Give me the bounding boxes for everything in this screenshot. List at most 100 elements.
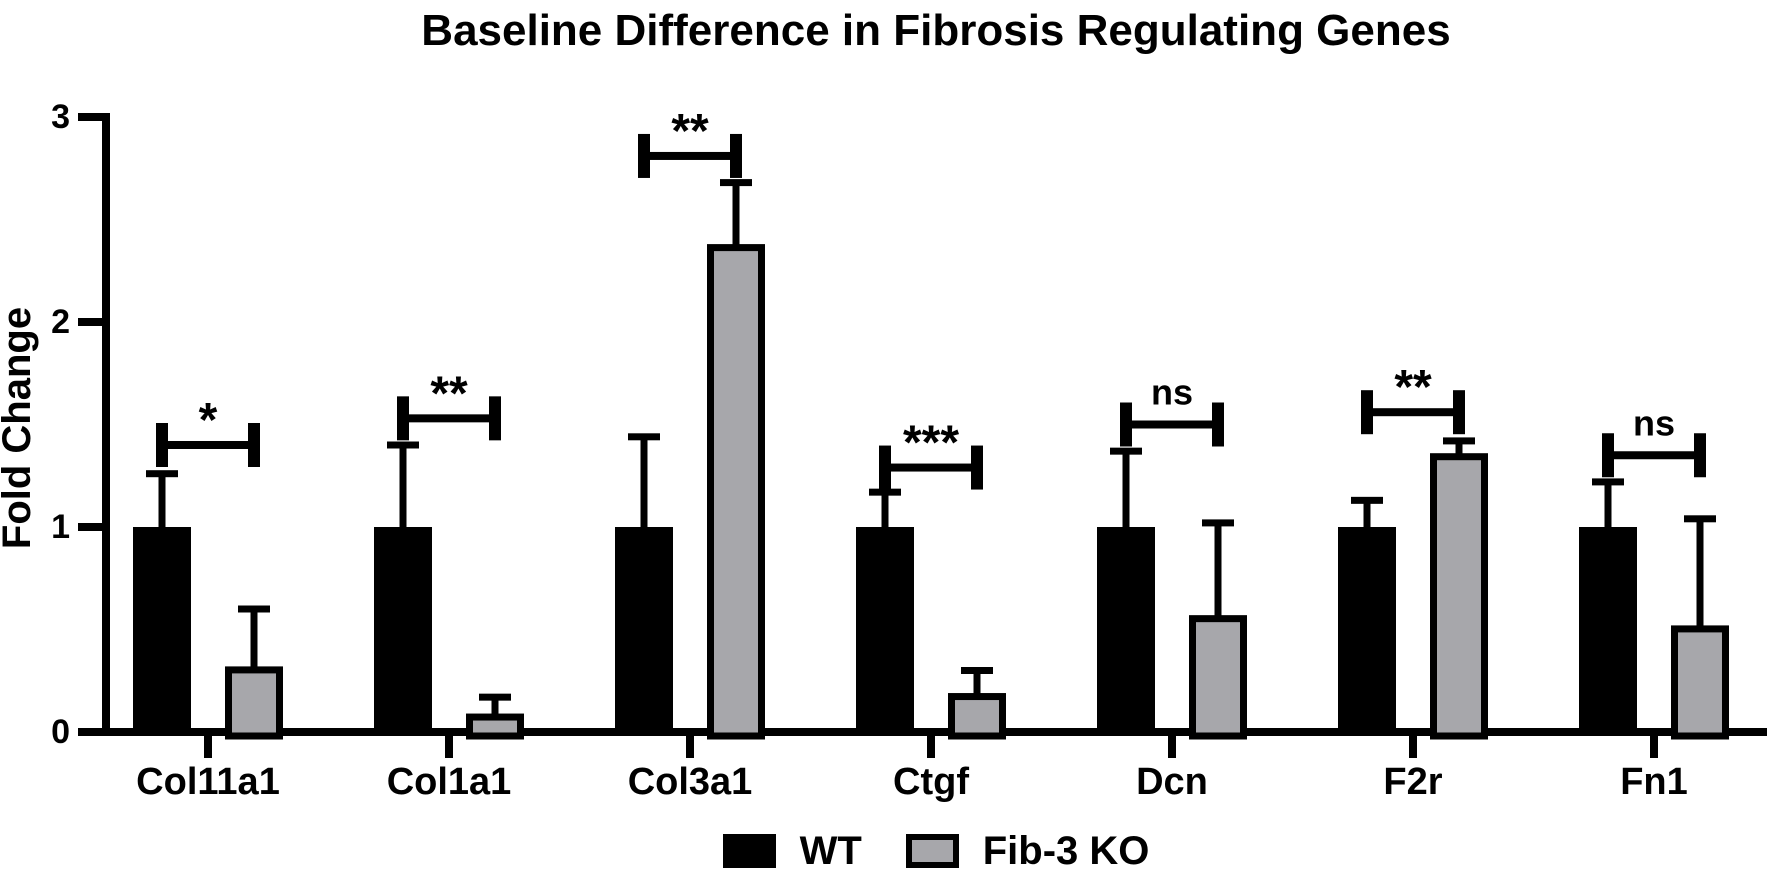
category-label: Col11a1	[136, 761, 280, 803]
category-label: Ctgf	[893, 761, 969, 803]
bar-wt-Dcn	[1097, 527, 1155, 736]
bar-ko-Col1a1	[466, 713, 524, 740]
sig-label-Col11a1: *	[199, 394, 218, 447]
sig-bracket-Fn1	[1608, 451, 1700, 460]
sig-label-F2r: **	[1394, 361, 1432, 414]
category-label: Col1a1	[387, 761, 512, 803]
sig-bracket-cap-left-Ctgf	[879, 445, 891, 490]
x-tick	[1650, 736, 1658, 758]
sig-bracket-cap-right-Col3a1	[730, 133, 742, 178]
sig-bracket-F2r	[1367, 408, 1459, 417]
bar-wt-Col1a1	[374, 527, 432, 736]
sig-bracket-cap-left-F2r	[1361, 390, 1373, 435]
error-cap-ko-Col3a1	[720, 179, 752, 187]
chart-title: Baseline Difference in Fibrosis Regulati…	[421, 6, 1451, 55]
error-cap-wt-Ctgf	[869, 488, 901, 496]
error-bar-ko-Col1a1	[491, 697, 499, 718]
category-label: Dcn	[1136, 761, 1208, 803]
bar-ko-Col3a1	[707, 244, 765, 740]
error-cap-ko-F2r	[1443, 437, 1475, 445]
y-axis-title: Fold Change	[0, 307, 39, 549]
sig-bracket-cap-left-Col1a1	[397, 396, 409, 441]
sig-bracket-Ctgf	[885, 463, 977, 472]
error-bar-wt-Fn1	[1604, 481, 1612, 529]
error-bar-ko-F2r	[1455, 440, 1463, 458]
y-tick	[78, 113, 102, 121]
sig-label-Fn1: ns	[1633, 402, 1675, 443]
error-cap-ko-Fn1	[1684, 515, 1716, 523]
error-cap-wt-Dcn	[1110, 447, 1142, 455]
sig-bracket-Col11a1	[162, 441, 254, 449]
sig-bracket-cap-right-Dcn	[1212, 402, 1224, 447]
x-tick	[1168, 736, 1176, 758]
error-bar-wt-Col1a1	[399, 445, 407, 529]
bar-wt-Col3a1	[615, 527, 673, 736]
y-tick-label: 2	[51, 303, 70, 341]
y-tick	[78, 318, 102, 326]
bar-ko-Col11a1	[225, 666, 283, 740]
category-label: Col3a1	[628, 761, 753, 803]
y-tick	[78, 728, 102, 736]
legend-entry-ko: Fib-3 KO	[905, 829, 1150, 871]
sig-label-Dcn: ns	[1151, 372, 1193, 413]
sig-bracket-cap-left-Col11a1	[156, 423, 168, 467]
x-tick	[686, 736, 694, 758]
error-cap-wt-Col11a1	[146, 470, 178, 478]
sig-bracket-cap-right-Ctgf	[971, 445, 983, 490]
error-bar-ko-Col3a1	[732, 182, 740, 249]
error-cap-ko-Dcn	[1202, 519, 1234, 527]
y-tick	[78, 523, 102, 531]
sig-bracket-cap-left-Dcn	[1120, 402, 1132, 447]
bar-ko-Ctgf	[948, 693, 1006, 740]
y-tick-label: 1	[51, 508, 70, 546]
sig-label-Col3a1: **	[671, 105, 709, 158]
error-bar-wt-F2r	[1363, 500, 1371, 529]
x-tick	[204, 736, 212, 758]
x-tick	[1409, 736, 1417, 758]
sig-bracket-cap-right-F2r	[1453, 390, 1465, 435]
error-cap-wt-Col1a1	[387, 441, 419, 449]
sig-label-Ctgf: ***	[903, 417, 959, 470]
error-cap-wt-F2r	[1351, 496, 1383, 504]
y-axis-line	[102, 113, 110, 736]
error-bar-wt-Col11a1	[158, 473, 166, 529]
bar-wt-Ctgf	[856, 527, 914, 736]
sig-label-Col1a1: **	[430, 367, 468, 420]
x-tick	[927, 736, 935, 758]
category-label: Fn1	[1620, 761, 1688, 803]
x-axis-line	[102, 728, 1767, 736]
error-bar-wt-Dcn	[1122, 451, 1130, 529]
legend-swatch-wt	[722, 834, 776, 868]
error-bar-ko-Col11a1	[250, 609, 258, 671]
y-tick-label: 0	[51, 713, 70, 751]
y-tick-label: 3	[51, 98, 70, 136]
error-cap-wt-Fn1	[1592, 478, 1624, 486]
legend-entry-wt: WT	[722, 829, 862, 871]
error-cap-ko-Ctgf	[961, 667, 993, 674]
bar-ko-Fn1	[1671, 625, 1729, 740]
sig-bracket-Col3a1	[644, 151, 736, 160]
error-bar-wt-Col3a1	[640, 436, 648, 529]
legend-label-fib3ko: Fib-3 KO	[982, 829, 1150, 871]
bar-ko-F2r	[1430, 453, 1488, 740]
error-bar-ko-Dcn	[1214, 522, 1222, 620]
bar-wt-F2r	[1338, 527, 1396, 736]
legend-label-wt: WT	[799, 829, 862, 871]
error-bar-wt-Ctgf	[881, 492, 889, 529]
error-bar-ko-Ctgf	[973, 670, 981, 698]
bar-wt-Col11a1	[133, 527, 191, 736]
sig-bracket-Col1a1	[403, 414, 495, 423]
x-tick	[445, 736, 453, 758]
sig-bracket-cap-right-Col1a1	[489, 396, 501, 441]
sig-bracket-cap-left-Fn1	[1602, 433, 1614, 478]
bar-ko-Dcn	[1189, 615, 1247, 740]
category-label: F2r	[1383, 761, 1442, 803]
sig-bracket-Dcn	[1126, 420, 1218, 429]
error-cap-wt-Col3a1	[628, 433, 660, 441]
error-cap-ko-Col11a1	[238, 605, 270, 613]
bar-wt-Fn1	[1579, 527, 1637, 736]
legend-swatch-fib3ko	[905, 834, 959, 868]
error-bar-ko-Fn1	[1696, 518, 1704, 630]
